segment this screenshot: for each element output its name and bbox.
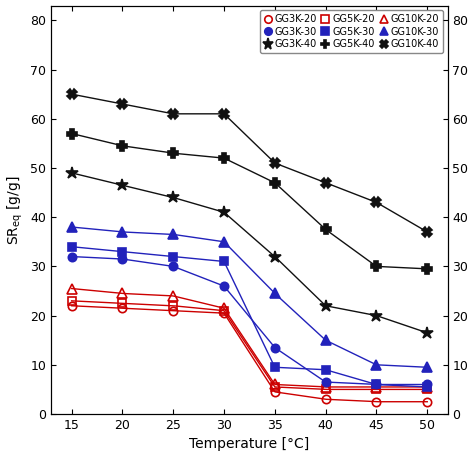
GG3K-30 (170, 264, 176, 269)
GG5K-20 (221, 308, 227, 314)
GG5K-20 (119, 301, 125, 306)
GG10K-30 (221, 239, 227, 244)
GG3K-40 (221, 209, 227, 215)
GG3K-30 (221, 283, 227, 289)
GG10K-20 (323, 384, 328, 390)
GG3K-40 (323, 303, 328, 308)
GG5K-20 (170, 303, 176, 308)
GG5K-40 (323, 227, 328, 232)
GG10K-20 (170, 293, 176, 299)
GG3K-30 (424, 382, 430, 387)
GG10K-30 (69, 224, 74, 230)
GG10K-30 (374, 362, 379, 367)
GG3K-40 (69, 170, 74, 175)
GG5K-40 (170, 150, 176, 156)
GG10K-20 (272, 382, 278, 387)
GG5K-30 (374, 382, 379, 387)
GG5K-30 (272, 365, 278, 370)
Line: GG3K-30: GG3K-30 (67, 252, 431, 388)
GG10K-20 (424, 384, 430, 390)
Line: GG3K-20: GG3K-20 (67, 302, 431, 406)
GG3K-20 (272, 389, 278, 395)
GG5K-20 (323, 387, 328, 392)
GG10K-20 (374, 384, 379, 390)
GG3K-40 (374, 313, 379, 319)
GG5K-30 (69, 244, 74, 250)
GG3K-20 (221, 310, 227, 316)
GG10K-40 (170, 111, 176, 117)
GG3K-30 (119, 256, 125, 262)
GG5K-20 (374, 387, 379, 392)
GG5K-40 (69, 131, 74, 136)
GG10K-40 (272, 160, 278, 166)
GG10K-30 (323, 337, 328, 343)
GG5K-30 (323, 367, 328, 372)
Legend: GG3K-20, GG3K-30, GG3K-40, GG5K-20, GG5K-30, GG5K-40, GG10K-20, GG10K-30, GG10K-: GG3K-20, GG3K-30, GG3K-40, GG5K-20, GG5K… (260, 11, 443, 53)
GG5K-40 (424, 266, 430, 271)
Line: GG10K-30: GG10K-30 (67, 222, 432, 372)
GG10K-30 (119, 229, 125, 235)
GG10K-30 (272, 291, 278, 296)
Line: GG3K-40: GG3K-40 (65, 167, 434, 339)
GG10K-40 (221, 111, 227, 117)
GG5K-30 (424, 384, 430, 390)
GG3K-30 (69, 254, 74, 259)
Line: GG10K-40: GG10K-40 (67, 89, 432, 237)
GG5K-40 (221, 155, 227, 161)
GG5K-20 (272, 384, 278, 390)
GG10K-20 (69, 286, 74, 291)
GG3K-40 (119, 182, 125, 188)
GG3K-40 (272, 254, 278, 259)
GG3K-20 (170, 308, 176, 314)
GG3K-30 (323, 379, 328, 385)
Line: GG5K-40: GG5K-40 (67, 129, 432, 274)
GG5K-40 (272, 180, 278, 186)
GG3K-20 (424, 399, 430, 404)
GG5K-30 (170, 254, 176, 259)
GG3K-20 (69, 303, 74, 308)
GG10K-20 (119, 291, 125, 296)
GG10K-20 (221, 305, 227, 311)
GG10K-40 (69, 91, 74, 97)
GG10K-40 (424, 229, 430, 235)
GG10K-30 (424, 365, 430, 370)
GG3K-40 (170, 195, 176, 200)
GG3K-20 (323, 397, 328, 402)
GG3K-20 (374, 399, 379, 404)
GG10K-40 (323, 180, 328, 186)
GG3K-20 (119, 305, 125, 311)
Line: GG5K-20: GG5K-20 (67, 297, 431, 393)
GG5K-20 (69, 298, 74, 303)
GG5K-40 (374, 264, 379, 269)
GG5K-20 (424, 387, 430, 392)
GG5K-30 (221, 259, 227, 264)
Line: GG5K-30: GG5K-30 (67, 243, 431, 391)
Line: GG10K-20: GG10K-20 (67, 284, 432, 392)
GG10K-40 (119, 101, 125, 107)
GG10K-40 (374, 200, 379, 205)
X-axis label: Temperature [°C]: Temperature [°C] (189, 437, 310, 452)
GG5K-40 (119, 143, 125, 149)
GG3K-30 (272, 345, 278, 351)
GG5K-30 (119, 249, 125, 255)
GG10K-30 (170, 232, 176, 237)
GG3K-30 (374, 382, 379, 387)
GG3K-40 (424, 330, 430, 335)
Y-axis label: $\mathrm{SR_{eq}}$ [g/g]: $\mathrm{SR_{eq}}$ [g/g] (6, 175, 25, 244)
